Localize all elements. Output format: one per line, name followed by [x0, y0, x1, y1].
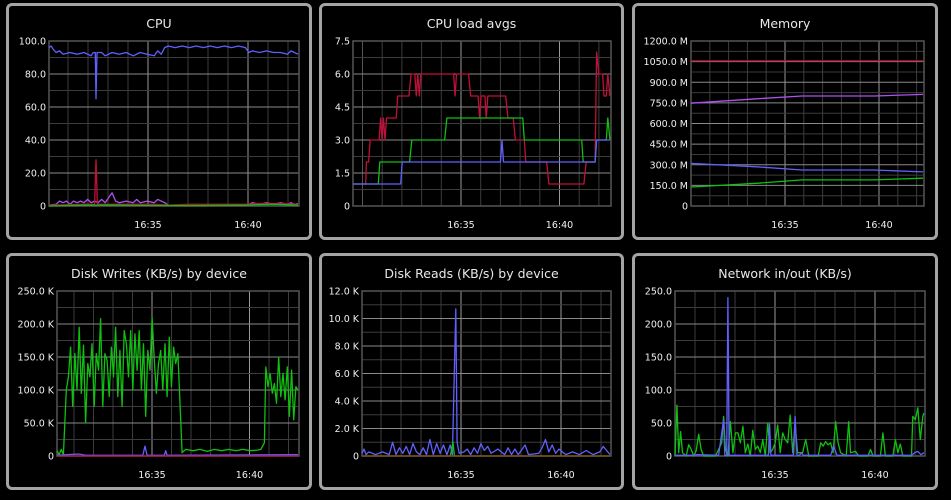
chart-cpu: 0 20.0 40.0 60.0 80.0 100.0 16:35 16:40 — [19, 37, 300, 231]
y-tick-label: 10.0 K — [329, 314, 360, 325]
series-dev-green — [56, 316, 299, 456]
gridlines — [353, 40, 611, 207]
y-tick-label: 100.0 K — [18, 386, 55, 397]
series-dev-blue — [56, 445, 299, 456]
chart-title: CPU — [146, 16, 172, 31]
x-tick-label: 16:40 — [234, 220, 261, 231]
gridlines — [49, 40, 299, 207]
chart-dwrite: 0 50.0 K 100.0 K 150.0 K 200.0 K 250.0 K 16:35… — [18, 287, 300, 481]
series-used — [690, 93, 924, 104]
y-tick-label: 150.0 K — [18, 353, 55, 364]
y-tick-label: 0 — [48, 452, 54, 463]
y-tick-label: 200.0 — [645, 320, 672, 331]
series-iowait — [48, 203, 299, 207]
x-tick-label: 16:35 — [447, 220, 474, 231]
y-tick-label: 750.0 M — [650, 98, 688, 109]
series-buffers — [690, 162, 924, 173]
y-tick-label: 150.0 M — [650, 181, 688, 192]
y-tick-label: 0 — [40, 202, 46, 213]
chart-title: Memory — [759, 16, 811, 31]
y-tick-label: 12.0 K — [329, 287, 360, 298]
y-tick-label: 900.0 M — [650, 78, 688, 89]
x-tick-label: 16:40 — [236, 470, 263, 481]
y-tick-label: 200.0 K — [18, 320, 55, 331]
y-tick-label: 250.0 — [645, 287, 672, 298]
gridlines — [362, 290, 611, 457]
chart-title: Network in/out (KB/s) — [718, 266, 852, 281]
y-tick-label: 450.0 M — [650, 140, 688, 151]
panel-network: Network in/out (KB/s) — [632, 253, 938, 490]
y-tick-label: 8.0 K — [335, 342, 360, 353]
y-tick-label: 40.0 — [25, 136, 46, 147]
series-idle — [48, 45, 299, 100]
y-tick-label: 300.0 M — [650, 160, 688, 171]
chart-load: 0 1.5 3.0 4.5 6.0 7.5 16:35 16:40 — [335, 37, 612, 231]
y-tick-label: 0 — [682, 202, 688, 213]
x-tick-label: 16:35 — [771, 220, 798, 231]
y-tick-label: 6.0 — [335, 70, 350, 81]
series-cached — [690, 177, 924, 188]
x-tick-label: 16:35 — [138, 470, 165, 481]
x-tick-label: 16:40 — [547, 470, 574, 481]
gridlines — [674, 290, 925, 457]
y-tick-label: 1200.0 M — [644, 37, 688, 48]
chart-title: CPU load avgs — [426, 16, 517, 31]
series-out — [675, 296, 925, 456]
panel-disk-reads: Disk Reads (KB/s) by device — [319, 253, 624, 490]
chart-mem: 0 150.0 M 300.0 M 450.0 M 600.0 M 750.0 M 900.… — [644, 37, 925, 231]
y-tick-label: 0 — [344, 202, 350, 213]
x-tick-label: 16:40 — [865, 220, 892, 231]
y-tick-label: 4.5 — [335, 103, 350, 114]
y-tick-label: 60.0 — [25, 103, 46, 114]
x-tick-label: 16:35 — [447, 470, 474, 481]
plot-frame — [674, 290, 926, 457]
y-tick-label: 50.0 K — [24, 419, 55, 430]
plot-frame — [352, 40, 612, 207]
plot-frame — [690, 40, 925, 207]
series-5min — [353, 117, 611, 185]
chart-title: Disk Writes (KB/s) by device — [71, 266, 247, 281]
y-tick-label: 1050.0 M — [644, 57, 688, 68]
x-tick-label: 16:35 — [761, 470, 788, 481]
y-tick-label: 50.0 — [651, 419, 672, 430]
x-tick-label: 16:40 — [546, 220, 573, 231]
x-tick-label: 16:40 — [861, 470, 888, 481]
y-tick-label: 600.0 M — [650, 119, 688, 130]
y-tick-label: 1.5 — [335, 169, 350, 180]
y-tick-label: 100.0 — [19, 37, 46, 48]
y-tick-label: 4.0 K — [335, 397, 360, 408]
series-in — [674, 404, 925, 457]
series-dev-blue — [361, 308, 611, 456]
y-tick-label: 80.0 — [25, 70, 46, 81]
x-tick-label: 16:35 — [134, 220, 161, 231]
y-tick-label: 250.0 K — [18, 287, 55, 298]
y-tick-label: 2.0 K — [335, 424, 360, 435]
y-tick-label: 100.0 — [645, 386, 672, 397]
y-tick-label: 3.0 — [335, 136, 350, 147]
y-tick-label: 20.0 — [25, 169, 46, 180]
chart-title: Disk Reads (KB/s) by device — [384, 266, 559, 281]
series-system — [48, 159, 299, 206]
y-tick-label: 0 — [353, 452, 359, 463]
y-tick-label: 6.0 K — [335, 369, 360, 380]
chart-net: 0 50.0 100.0 150.0 200.0 250.0 16:35 16:40 — [645, 287, 926, 481]
chart-dread: 0 2.0 K 4.0 K 6.0 K 8.0 K 10.0 K 12.0 K 16:35 16… — [329, 287, 612, 481]
y-tick-label: 7.5 — [335, 37, 350, 48]
series-15min — [353, 139, 610, 185]
gridlines — [690, 40, 924, 207]
y-tick-label: 150.0 — [645, 353, 672, 364]
panel-cpu-load: CPU load avgs — [319, 3, 624, 240]
y-tick-label: 0 — [666, 452, 672, 463]
